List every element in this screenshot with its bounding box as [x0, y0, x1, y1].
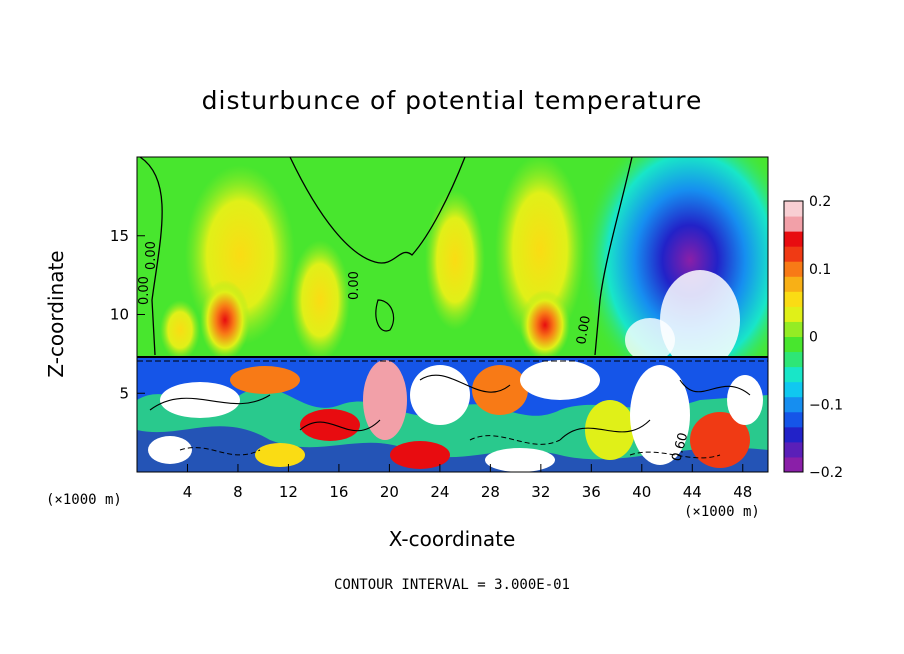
contour-label-1: 0.00 — [144, 241, 159, 270]
colorbar-swatch — [784, 456, 803, 473]
colorbar-tick-label: −0.2 — [809, 465, 843, 481]
x-tick-label: 28 — [481, 483, 500, 501]
x-tick-label: 32 — [531, 483, 550, 501]
colorbar-swatch — [784, 381, 803, 398]
colorbar: 0.2 0.1 0 −0.1 −0.2 — [783, 194, 843, 481]
contour-label-3: 0.00 — [347, 271, 362, 300]
chart-title: disturbunce of potential temperature — [201, 86, 703, 115]
x-tick-label: 44 — [683, 483, 702, 501]
y-axis: 5 10 15 — [110, 227, 145, 402]
x-tick-label: 8 — [233, 483, 243, 501]
x-tick-label: 16 — [329, 483, 348, 501]
colorbar-swatch — [784, 231, 803, 247]
x-tick-label: 24 — [430, 483, 449, 501]
colorbar-swatch — [784, 321, 803, 337]
x-tick-label: 48 — [733, 483, 752, 501]
x-axis: 4 8 12 16 20 24 28 32 36 40 44 48 — [183, 464, 752, 501]
x-tick-label: 20 — [380, 483, 399, 501]
colorbar-swatch — [784, 306, 803, 322]
colorbar-swatch — [784, 426, 803, 443]
contour-interval-note: CONTOUR INTERVAL = 3.000E-01 — [333, 577, 570, 593]
colorbar-swatch — [784, 396, 803, 413]
colorbar-swatch — [784, 216, 803, 232]
colorbar-swatch — [784, 201, 803, 217]
x-tick-label: 4 — [183, 483, 193, 501]
colorbar-swatch — [784, 441, 803, 458]
colorbar-swatch — [784, 291, 803, 307]
x-tick-label: 40 — [632, 483, 651, 501]
contour-label-2: 0.00 — [137, 276, 152, 305]
x-tick-label: 12 — [279, 483, 298, 501]
field-map: 0.00 0.00 0.00 0.00 0.60 — [137, 157, 768, 472]
colorbar-frame — [783, 200, 804, 473]
colorbar-swatch — [784, 366, 803, 383]
colorbar-tick-label: 0.2 — [809, 194, 831, 210]
contour-label-5: 0.60 — [669, 431, 691, 463]
colorbar-swatch — [784, 246, 803, 262]
contour-label-4: 0.00 — [574, 315, 594, 346]
colorbar-swatch — [784, 411, 803, 428]
x-tick-label: 36 — [582, 483, 601, 501]
y-tick-label: 10 — [110, 306, 129, 324]
y-tick-label: 15 — [110, 227, 129, 245]
colorbar-tick-label: −0.1 — [809, 397, 843, 413]
colorbar-swatch — [784, 351, 803, 368]
y-unit-label: (×1000 m) — [46, 492, 122, 508]
colorbar-swatch — [784, 336, 803, 353]
colorbar-tick-label: 0 — [809, 330, 818, 346]
y-tick-label: 5 — [119, 384, 129, 402]
x-axis-label: X-coordinate — [388, 527, 516, 551]
colorbar-swatch — [784, 261, 803, 277]
colorbar-swatch — [784, 276, 803, 292]
x-unit-label: (×1000 m) — [684, 504, 760, 520]
colorbar-tick-label: 0.1 — [809, 262, 831, 278]
